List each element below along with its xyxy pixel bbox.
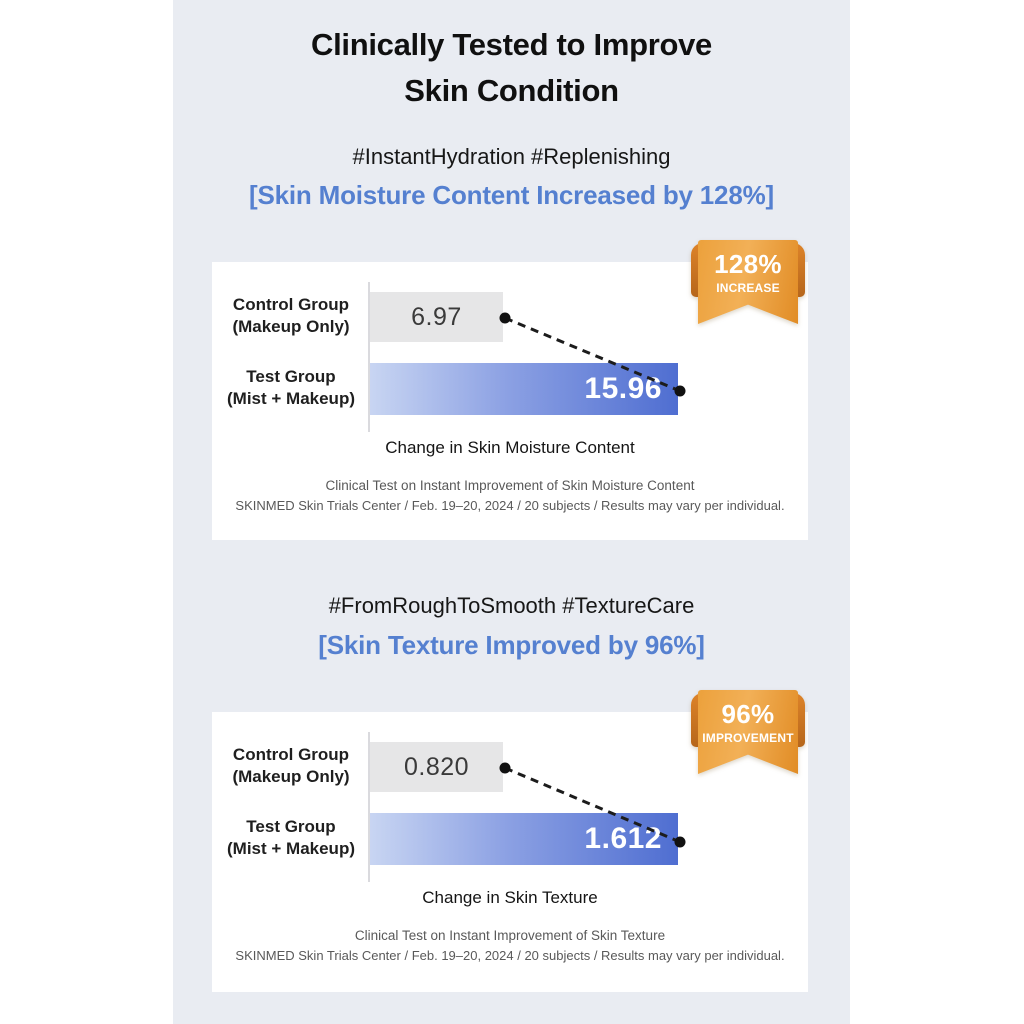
moisture-chart-card: 128% INCREASE Control Group (Makeup Only… <box>212 240 808 540</box>
ribbon-body: 128% INCREASE <box>698 240 798 324</box>
improvement-ribbon-badge: 96% IMPROVEMENT <box>691 690 805 774</box>
control-group-bar: 0.820 <box>370 742 503 792</box>
control-group-label: Control Group (Makeup Only) <box>218 294 364 338</box>
page-title-line1: Clinically Tested to Improve <box>310 27 713 62</box>
headline-texture: [Skin Texture Improved by 96%] <box>318 630 705 660</box>
control-group-label-line1: Control Group <box>232 295 350 314</box>
test-group-label: Test Group (Mist + Makeup) <box>218 816 364 860</box>
test-group-label-line1: Test Group <box>246 817 336 836</box>
ribbon-percent: 96% <box>721 699 775 729</box>
test-group-label-line2: (Mist + Makeup) <box>227 389 355 408</box>
page-title-line2: Skin Condition <box>404 73 619 108</box>
clinical-test-footnote: Clinical Test on Instant Improvement of … <box>325 478 695 493</box>
trials-center-footnote: SKINMED Skin Trials Center / Feb. 19–20,… <box>235 948 785 963</box>
control-group-label-line1: Control Group <box>232 745 350 764</box>
ribbon-label: IMPROVEMENT <box>702 731 794 745</box>
clinical-test-footnote: Clinical Test on Instant Improvement of … <box>354 928 666 943</box>
ribbon-label: INCREASE <box>716 281 780 295</box>
control-group-label: Control Group (Makeup Only) <box>218 744 364 788</box>
chart-axis-line <box>368 732 370 882</box>
ribbon-body: 96% IMPROVEMENT <box>698 690 798 774</box>
trials-center-footnote: SKINMED Skin Trials Center / Feb. 19–20,… <box>235 498 785 513</box>
test-group-label-line2: (Mist + Makeup) <box>227 839 355 858</box>
test-group-label-line1: Test Group <box>246 367 336 386</box>
hashtags-texture: #FromRoughToSmooth #TextureCare <box>328 593 695 618</box>
test-group-label: Test Group (Mist + Makeup) <box>218 366 364 410</box>
chart-caption: Change in Skin Moisture Content <box>385 438 635 457</box>
control-group-bar: 6.97 <box>370 292 503 342</box>
test-group-bar: 1.612 <box>370 813 678 865</box>
texture-chart-card: 96% IMPROVEMENT Control Group (Makeup On… <box>212 690 808 992</box>
hashtags-moisture: #InstantHydration #Replenishing <box>352 144 671 169</box>
page-title: Clinically Tested to Improve Skin Condit… <box>173 22 850 114</box>
increase-ribbon-badge: 128% INCREASE <box>691 240 805 324</box>
ribbon-percent: 128% <box>714 249 782 279</box>
control-group-label-line2: (Makeup Only) <box>232 317 350 336</box>
headline-moisture: [Skin Moisture Content Increased by 128%… <box>249 180 774 210</box>
chart-axis-line <box>368 282 370 432</box>
control-group-label-line2: (Makeup Only) <box>232 767 350 786</box>
chart-caption: Change in Skin Texture <box>422 888 598 907</box>
test-group-bar: 15.96 <box>370 363 678 415</box>
